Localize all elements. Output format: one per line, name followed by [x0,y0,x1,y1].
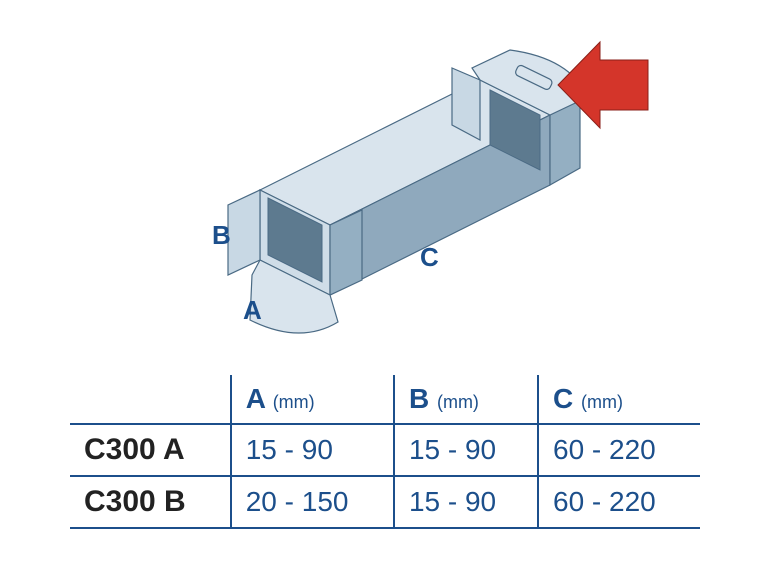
box-illustration: A B C [150,20,650,340]
col-header-b: B (mm) [394,375,538,424]
cell-0-0: 15 - 90 [231,424,394,476]
dimensions-table: A (mm) B (mm) C (mm) C300 A 15 - 90 15 -… [70,375,700,529]
col-header-a: A (mm) [231,375,394,424]
box-svg [150,20,650,340]
cell-0-1: 15 - 90 [394,424,538,476]
col-header-c: C (mm) [538,375,700,424]
dimension-label-c: C [420,242,439,273]
cell-1-0: 20 - 150 [231,476,394,528]
cell-1-2: 60 - 220 [538,476,700,528]
table-corner [70,375,231,424]
row-label-1: C300 B [70,476,231,528]
dimension-label-a: A [243,295,262,326]
dimension-label-b: B [212,220,231,251]
cell-1-1: 15 - 90 [394,476,538,528]
row-label-0: C300 A [70,424,231,476]
cell-0-2: 60 - 220 [538,424,700,476]
